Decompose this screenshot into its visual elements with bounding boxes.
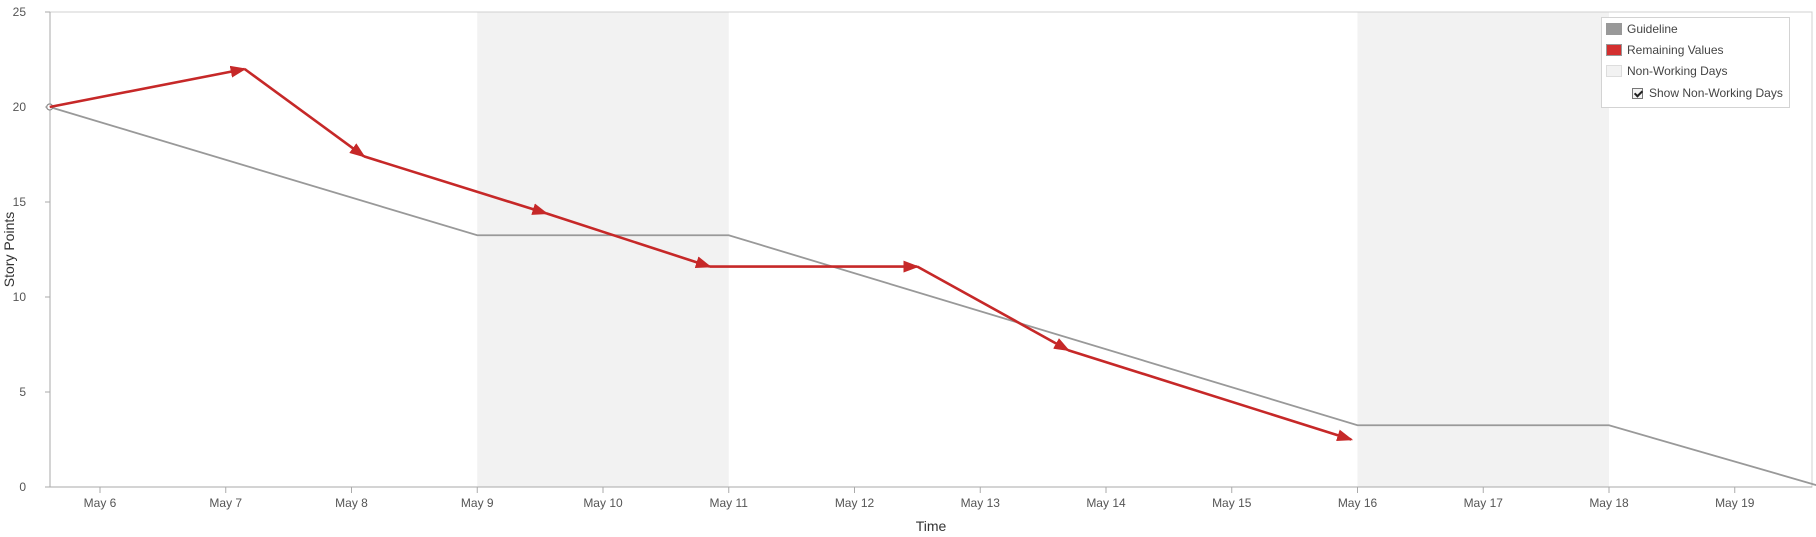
remaining-values-segment-6: [1067, 348, 1354, 442]
guideline-line: [49, 106, 1816, 486]
x-axis-ticks: May 6 May 7 May 8 May 9 May 10 May 11 May 12 Ma…: [84, 487, 1755, 510]
remaining-values-segment-2: [363, 155, 549, 215]
y-tick-label-5: 5: [19, 385, 26, 399]
x-tick-label-6: May 12: [835, 496, 875, 510]
series-lines: [46, 65, 1816, 486]
y-tick-label-0: 0: [19, 480, 26, 494]
remaining-values-segment-3: [546, 212, 712, 268]
y-tick-label-10: 10: [13, 290, 27, 304]
x-tick-label-8: May 14: [1086, 496, 1126, 510]
x-tick-label-11: May 17: [1464, 496, 1504, 510]
x-tick-label-0: May 6: [84, 496, 117, 510]
x-tick-label-10: May 16: [1338, 496, 1378, 510]
non-working-band-1: [1357, 12, 1609, 487]
plot-frame: [49, 11, 1813, 488]
x-tick-label-1: May 7: [209, 496, 242, 510]
show-non-working-days-toggle[interactable]: Show Non-Working Days: [1632, 86, 1783, 100]
y-axis-title: Story Points: [1, 212, 17, 287]
x-tick-label-12: May 18: [1589, 496, 1629, 510]
show-non-working-days-checkbox[interactable]: [1632, 87, 1643, 99]
legend-item-remaining-values[interactable]: Remaining Values: [1606, 42, 1724, 58]
non-working-band-0: [477, 12, 729, 487]
legend-label-non-working-days: Non-Working Days: [1627, 64, 1728, 78]
legend-label-remaining-values: Remaining Values: [1627, 43, 1724, 57]
x-axis-title: Time: [916, 518, 947, 534]
x-tick-label-9: May 15: [1212, 496, 1252, 510]
legend-item-non-working-days[interactable]: Non-Working Days: [1606, 63, 1727, 79]
x-tick-label-13: May 19: [1715, 496, 1755, 510]
y-tick-label-15: 15: [13, 195, 27, 209]
y-tick-label-20: 20: [13, 100, 27, 114]
x-tick-label-5: May 11: [710, 496, 749, 510]
legend-item-guideline[interactable]: Guideline: [1606, 21, 1678, 37]
x-tick-label-2: May 8: [335, 496, 368, 510]
x-tick-label-3: May 9: [461, 496, 494, 510]
legend-swatch-non-working-days: [1606, 65, 1622, 77]
remaining-values-segment-0: [49, 65, 247, 109]
y-axis-ticks: 0 5 10 15 20 25: [13, 5, 50, 494]
remaining-values-segment-1: [243, 67, 366, 158]
remaining-values-segment-5: [916, 265, 1071, 352]
show-non-working-days-label: Show Non-Working Days: [1649, 86, 1783, 100]
y-tick-label-25: 25: [13, 5, 27, 19]
legend-swatch-guideline: [1606, 23, 1622, 35]
non-working-days-bands: [477, 12, 1609, 487]
legend: Guideline Remaining Values Non-Working D…: [1601, 17, 1790, 108]
legend-label-guideline: Guideline: [1627, 22, 1678, 36]
x-tick-label-4: May 10: [583, 496, 623, 510]
legend-swatch-remaining-values: [1606, 44, 1622, 56]
x-tick-label-7: May 13: [961, 496, 1001, 510]
